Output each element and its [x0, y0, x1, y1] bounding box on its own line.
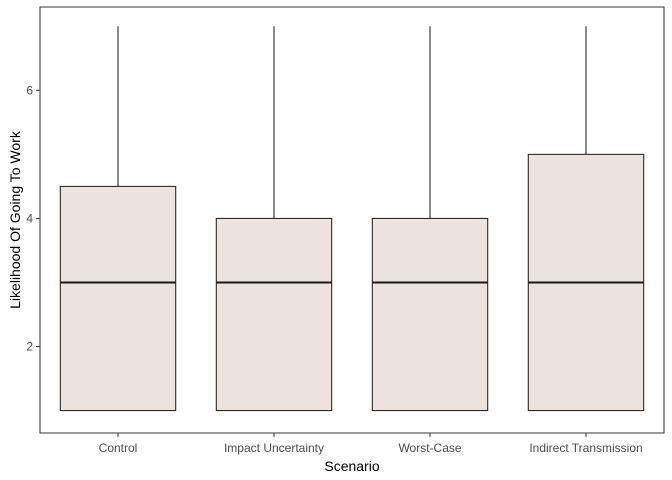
box	[59, 185, 177, 412]
x-axis-title: Scenario	[324, 458, 379, 474]
x-tick-label: Worst-Case	[398, 441, 461, 455]
plot-area: 2 4 6 Control Impact Uncertainty Worst-Case In…	[26, 6, 665, 455]
x-tick-label: Impact Uncertainty	[224, 441, 324, 455]
x-tick-label: Indirect Transmission	[529, 441, 642, 455]
x-tick-label: Control	[99, 441, 138, 455]
plot-border	[39, 6, 665, 434]
box	[215, 217, 333, 412]
y-tick-label: 2	[26, 340, 33, 354]
y-axis-title: Likelihood Of Going To Work	[7, 130, 23, 309]
y-tick-label: 4	[26, 211, 33, 225]
box	[371, 217, 489, 412]
y-tick-label: 6	[26, 83, 33, 97]
